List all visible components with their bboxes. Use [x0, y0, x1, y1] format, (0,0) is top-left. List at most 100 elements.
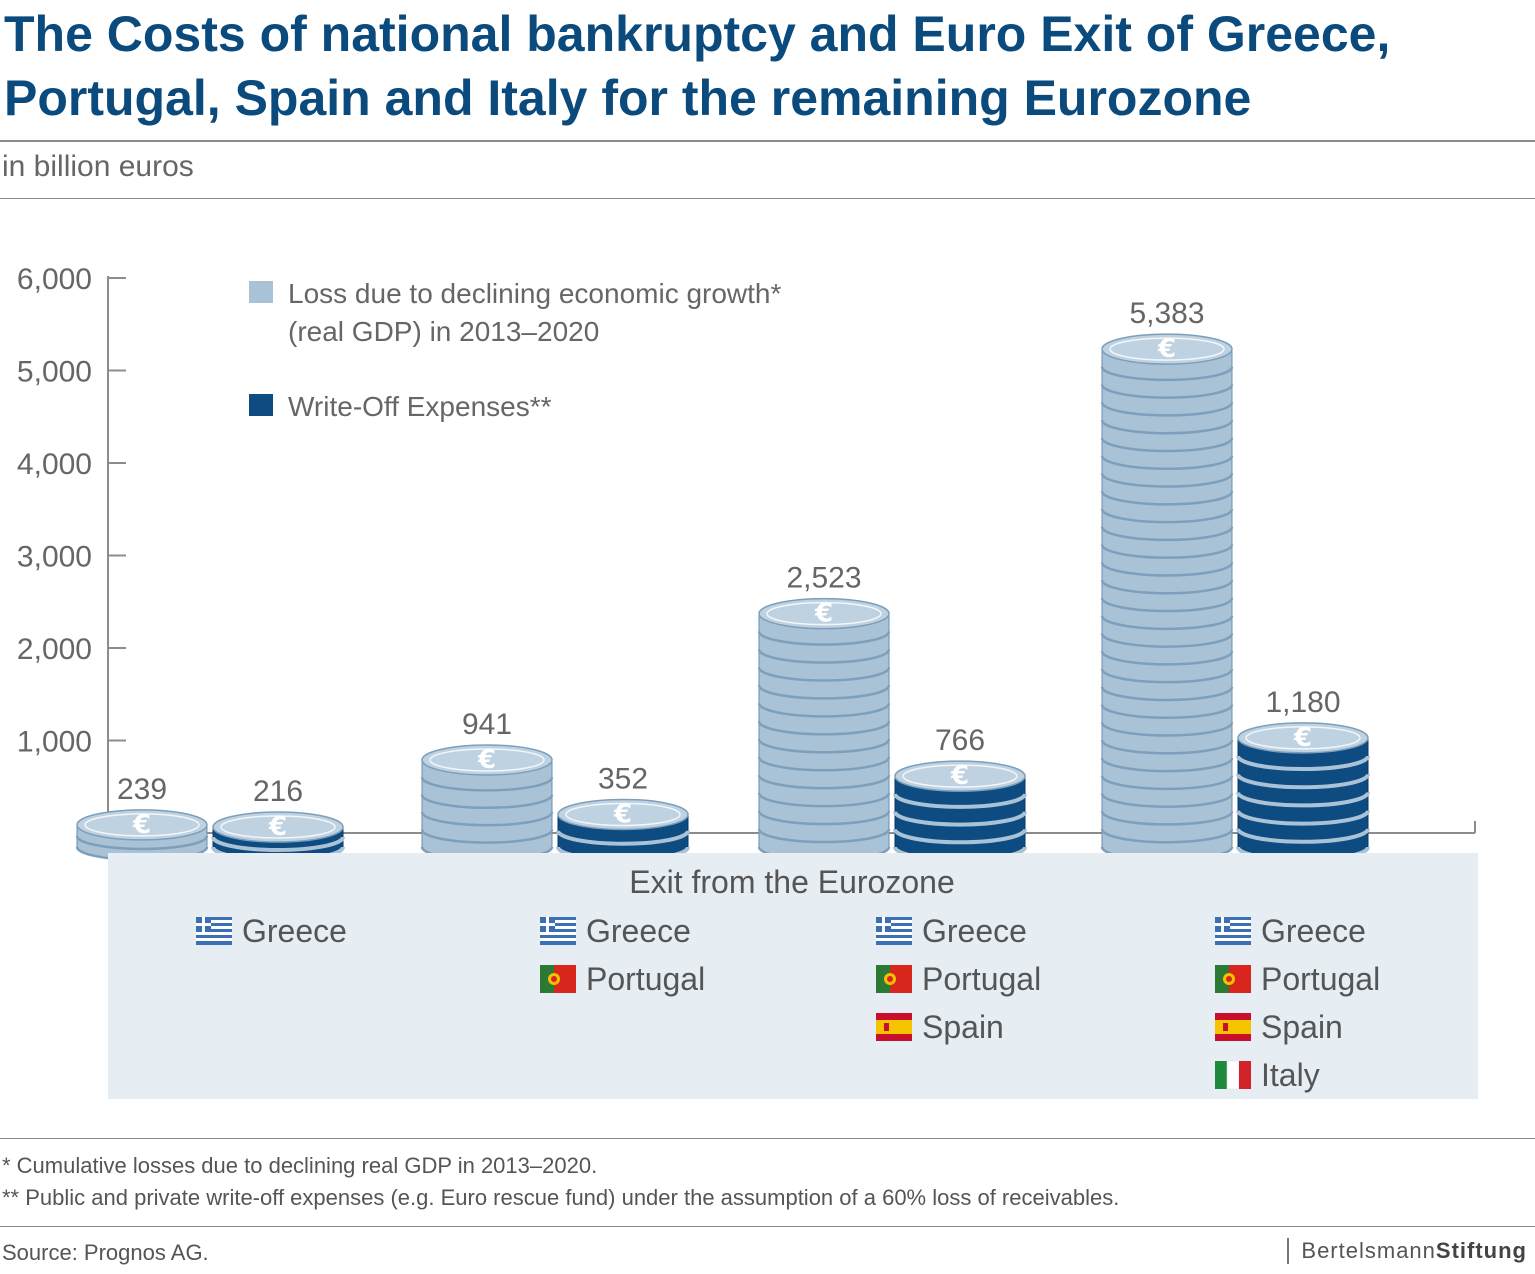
- coin-top-face: [557, 798, 689, 831]
- growth-loss-stack: €: [75, 809, 209, 862]
- subtitle-divider: [0, 198, 1535, 199]
- coin-edge: [1100, 668, 1234, 684]
- growth-loss-stack: €: [1100, 333, 1234, 862]
- country-label: Greece: [1261, 913, 1366, 949]
- coin-edge: [757, 810, 891, 826]
- coin-edge: [757, 792, 891, 808]
- flag-italy-icon: [1214, 1060, 1252, 1090]
- coin-edge: [1100, 615, 1234, 631]
- euro-symbol: €: [950, 761, 969, 791]
- flag-spain-icon: [876, 1013, 912, 1041]
- coin-edge: [757, 667, 891, 682]
- y-tick-label: 1,000: [17, 726, 92, 759]
- coin-edge: [1236, 791, 1370, 808]
- coin-top-rim: [1245, 726, 1361, 750]
- coin-edge: [893, 828, 1027, 845]
- coin-edge: [1236, 773, 1370, 790]
- coin-edge: [556, 830, 690, 846]
- writeoff-stack: €: [211, 811, 345, 862]
- coin-top-face: [758, 597, 890, 630]
- country-label: Portugal: [586, 961, 705, 997]
- coin-edge: [211, 836, 345, 852]
- country-label: Portugal: [922, 961, 1041, 997]
- euro-symbol: €: [477, 745, 496, 775]
- coin-edge: [1100, 597, 1234, 613]
- legend-swatch-growth: [249, 281, 273, 303]
- coin-edge: [1100, 775, 1234, 791]
- coin-edge: [1100, 562, 1234, 577]
- flag-greece-icon: [1215, 917, 1251, 945]
- brand-name-part-2: Stiftung: [1435, 1238, 1527, 1263]
- coin-edge: [1100, 579, 1234, 595]
- brand-name-part-1: Bertelsmann: [1301, 1238, 1436, 1263]
- coin-top-rim: [766, 601, 882, 626]
- coin-edge: [757, 721, 891, 736]
- legend-label-line-2: (real GDP) in 2013–2020: [288, 316, 599, 347]
- coin-edge: [1100, 526, 1234, 542]
- flag-portugal-icon: [1215, 965, 1251, 993]
- coin-top-face: [212, 811, 344, 843]
- coin-edge: [757, 828, 891, 844]
- y-tick-label: 6,000: [17, 263, 92, 296]
- coin-edge: [757, 685, 891, 700]
- title-divider: [0, 140, 1535, 142]
- coin-edge: [420, 794, 554, 810]
- legend-label: Write-Off Expenses**: [288, 391, 552, 422]
- coin-edge: [1100, 686, 1234, 702]
- coin-edge: [757, 649, 891, 664]
- writeoff-stack: €: [893, 760, 1027, 862]
- coin-edge: [757, 774, 891, 790]
- flag-greece-icon: [876, 917, 912, 945]
- euro-symbol: €: [268, 812, 287, 842]
- coin-edge: [420, 829, 554, 844]
- coin-edge: [75, 835, 209, 851]
- value-label: 941: [462, 708, 512, 741]
- flag-portugal-icon: [876, 965, 912, 993]
- coin-top-face: [421, 744, 553, 776]
- coin-edge: [1236, 755, 1370, 772]
- country-label: Portugal: [1261, 961, 1380, 997]
- coin-edge: [1236, 828, 1370, 844]
- footnote-growth: * Cumulative losses due to declining rea…: [2, 1153, 598, 1178]
- coin-top-face: [76, 809, 208, 841]
- coin-edge: [1100, 491, 1234, 506]
- country-label: Italy: [1261, 1057, 1320, 1093]
- coin-edge: [1100, 651, 1234, 666]
- euro-symbol: €: [1157, 334, 1176, 364]
- x-axis-label: Exit from the Eurozone: [629, 864, 954, 900]
- writeoff-stack: €: [556, 798, 690, 862]
- coin-edge: [1100, 704, 1234, 719]
- writeoff-stack: €: [1236, 722, 1370, 862]
- coin-top-rim: [565, 802, 681, 827]
- country-label: Greece: [586, 913, 691, 949]
- country-label: Greece: [242, 913, 347, 949]
- title-line-1: The Costs of national bankruptcy and Eur…: [4, 6, 1391, 62]
- value-label: 239: [117, 773, 167, 806]
- legend-swatch-writeoff: [249, 394, 273, 416]
- euro-symbol: €: [1293, 723, 1312, 753]
- coin-edge: [1100, 828, 1234, 844]
- coin-edge: [757, 739, 891, 754]
- country-label: Spain: [922, 1009, 1004, 1045]
- coin-edge: [1100, 402, 1234, 417]
- coin-top-face: [1101, 333, 1233, 365]
- coin-edge: [420, 777, 554, 792]
- coin-top-rim: [1109, 337, 1225, 361]
- growth-loss-stack: €: [757, 597, 891, 862]
- flag-greece-icon: [196, 917, 232, 945]
- coin-top-rim: [902, 764, 1018, 788]
- chart-title: The Costs of national bankruptcy and Eur…: [4, 2, 1504, 130]
- coin-edge: [1100, 740, 1234, 755]
- value-label: 1,180: [1265, 686, 1340, 719]
- coin-edge: [1100, 384, 1234, 399]
- coin-edge: [1100, 508, 1234, 524]
- flag-greece-icon: [540, 917, 576, 945]
- country-label: Greece: [922, 913, 1027, 949]
- legend-label: Loss due to declining economic growth*: [288, 278, 782, 309]
- euro-symbol: €: [814, 599, 833, 629]
- coin-edge: [757, 756, 891, 772]
- coin-top-rim: [429, 748, 545, 772]
- coin-edge: [1100, 811, 1234, 826]
- footnote-writeoff: ** Public and private write-off expenses…: [2, 1185, 1120, 1210]
